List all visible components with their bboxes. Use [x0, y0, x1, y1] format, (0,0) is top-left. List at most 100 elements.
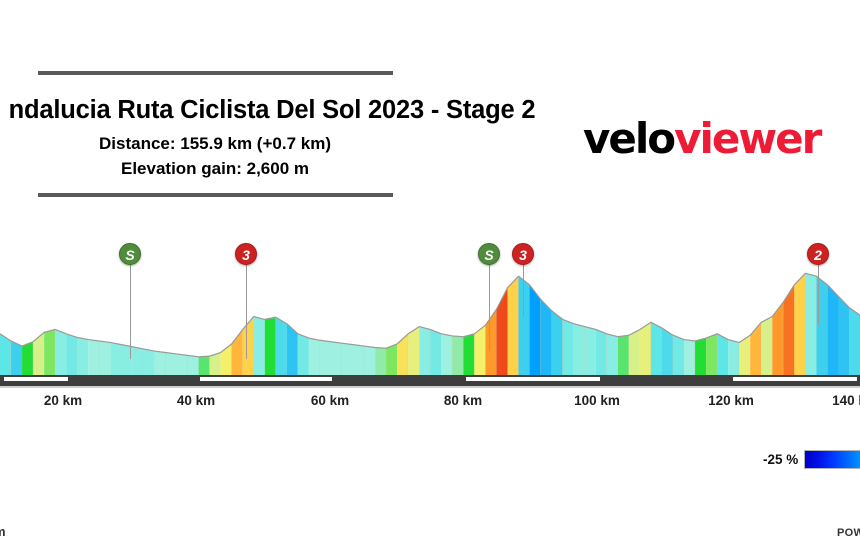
marker-badge: S: [478, 243, 500, 265]
profile-band: [838, 296, 850, 377]
x-tick-40-km: 40 km: [176, 393, 216, 408]
profile-band: [794, 273, 806, 377]
profile-band: [33, 332, 45, 377]
profile-band: [110, 342, 122, 377]
profile-band: [176, 353, 188, 377]
profile-band: [297, 333, 309, 377]
route-segment-marker: [733, 377, 857, 381]
profile-band: [639, 322, 651, 377]
profile-band: [165, 352, 177, 377]
route-segment-marker: [4, 377, 68, 381]
powered-by-label: POW: [837, 527, 860, 539]
profile-band: [551, 310, 563, 377]
profile-band: [198, 356, 210, 377]
profile-band: [672, 335, 685, 377]
profile-band: [650, 322, 662, 377]
gradient-legend: -25 %: [763, 450, 860, 469]
profile-band: [540, 299, 552, 377]
profile-band: [529, 284, 541, 377]
climb-marker-3[interactable]: 3: [512, 243, 534, 317]
profile-band: [99, 341, 111, 377]
profile-band: [264, 317, 276, 377]
profile-band: [342, 343, 354, 377]
legend-min-label: -25 %: [763, 452, 799, 467]
footer-left-text: m: [0, 524, 6, 539]
profile-band: [143, 348, 155, 377]
marker-badge: 2: [807, 243, 829, 265]
marker-stem: [129, 263, 131, 359]
profile-band: [242, 316, 254, 377]
profile-band: [628, 329, 640, 377]
profile-band: [353, 344, 365, 377]
profile-band: [595, 329, 607, 377]
route-segment-marker: [466, 377, 600, 381]
climb-marker-3[interactable]: 3: [235, 243, 257, 359]
profile-band: [121, 344, 133, 377]
profile-band: [77, 337, 89, 377]
profile-band: [253, 316, 265, 377]
route-segment-marker: [200, 377, 332, 381]
elevation-gain-label: Elevation gain: 2,600 m: [120, 159, 309, 178]
page-title: ndalucia Ruta Ciclista Del Sol 2023 - St…: [8, 96, 536, 124]
elevation-profile-chart[interactable]: [0, 225, 860, 377]
profile-band: [584, 326, 596, 377]
profile-band: [44, 329, 56, 377]
profile-band: [772, 302, 784, 377]
profile-band: [706, 333, 718, 377]
profile-band: [220, 343, 232, 377]
marker-stem: [488, 263, 490, 351]
profile-band: [463, 333, 475, 377]
profile-band: [286, 323, 298, 377]
profile-band: [209, 352, 221, 377]
distance-label: Distance: 155.9 km (+0.7 km): [99, 134, 331, 153]
profile-band: [22, 341, 34, 377]
profile-band: [187, 355, 199, 377]
profile-band: [816, 276, 828, 377]
profile-band: [661, 328, 673, 377]
x-tick-60-km: 60 km: [310, 393, 350, 408]
marker-stem: [245, 263, 247, 359]
profile-band: [275, 317, 287, 377]
profile-band: [728, 339, 740, 377]
profile-band: [573, 323, 585, 377]
logo-text-viewer: viewer: [674, 114, 822, 163]
sprint-marker-S[interactable]: S: [119, 243, 141, 359]
profile-band: [364, 346, 376, 377]
profile-band: [485, 309, 497, 377]
profile-band: [11, 341, 23, 377]
profile-band: [684, 339, 696, 377]
profile-band: [452, 335, 464, 377]
veloviewer-logo[interactable]: veloviewer: [583, 118, 822, 160]
marker-badge: S: [119, 243, 141, 265]
marker-stem: [817, 263, 819, 325]
marker-stem: [522, 263, 524, 317]
profile-band: [474, 325, 486, 377]
x-tick-100-km: 100 km: [574, 393, 620, 408]
profile-band: [617, 335, 629, 377]
profile-band: [441, 333, 453, 377]
profile-outline: [0, 272, 860, 358]
profile-band: [231, 329, 243, 377]
gradient-bands: [0, 273, 860, 377]
profile-band: [386, 343, 398, 377]
profile-band: [132, 346, 144, 377]
x-tick-20-km: 20 km: [43, 393, 83, 408]
marker-badge: 3: [235, 243, 257, 265]
logo-text-velo: velo: [583, 114, 676, 163]
profile-band: [750, 322, 762, 377]
profile-band: [695, 338, 707, 377]
sprint-marker-S[interactable]: S: [478, 243, 500, 351]
profile-band: [849, 307, 860, 377]
profile-band: [408, 326, 420, 377]
legend-gradient-bar: [804, 450, 860, 469]
x-tick-140-km: 140 km: [832, 393, 860, 408]
route-surface-bar: [0, 375, 860, 386]
profile-band: [805, 273, 817, 377]
profile-band: [496, 287, 508, 377]
profile-band: [717, 333, 729, 377]
climb-marker-2[interactable]: 2: [807, 243, 829, 325]
profile-band: [783, 284, 795, 377]
profile-band: [154, 351, 166, 377]
profile-band: [55, 329, 67, 377]
